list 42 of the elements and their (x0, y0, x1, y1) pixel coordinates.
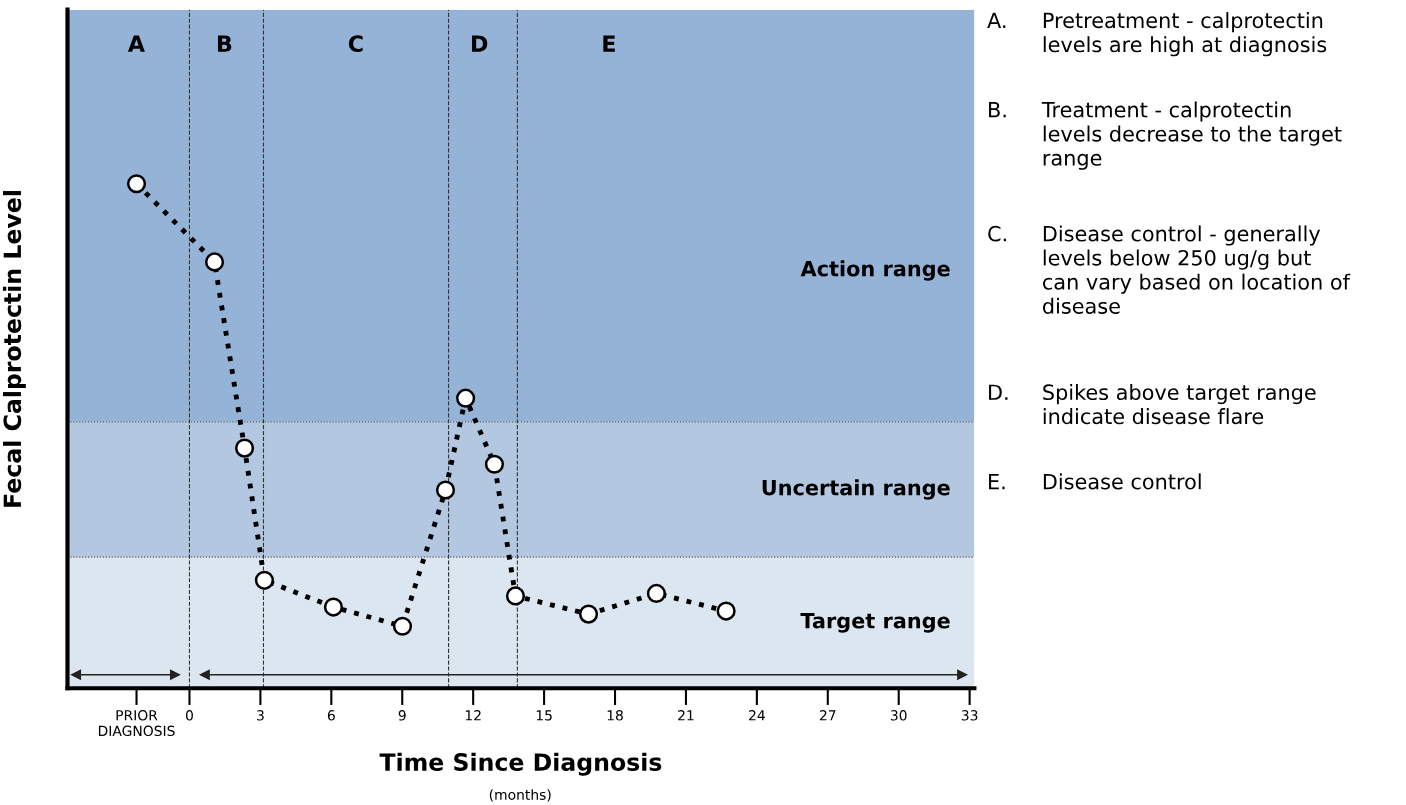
point (456, 388, 476, 408)
text: B. Treatment - calprotectin levels decrease to the target range (989, 101, 1342, 170)
band-label: Target range (800, 613, 950, 633)
text: D. Spikes above target range indicate disease flare (989, 383, 1316, 425)
x-tick-label: PRIOR DIAGNOSIS (98, 710, 175, 737)
point (435, 480, 456, 500)
point (484, 454, 505, 474)
x-tick-label: 18 (607, 710, 623, 721)
x-tick-label: 21 (678, 710, 694, 721)
text: C (348, 35, 363, 53)
point (254, 570, 274, 590)
point (646, 583, 666, 603)
point (505, 586, 526, 606)
x-tick-label: 12 (465, 710, 481, 721)
point (323, 597, 344, 617)
text: A. Pretreatment - calprotectin levels are high at diagnosis (987, 12, 1327, 57)
x-tick-label: 3 (257, 710, 264, 721)
text: E. Disease control (989, 473, 1201, 490)
x-tick-label: 6 (327, 710, 335, 721)
text: B (217, 35, 232, 52)
y-axis-title: Fecal Calprotectin Level (2, 191, 26, 507)
point (204, 252, 225, 272)
x-axis-title: Time Since Diagnosis (379, 752, 662, 776)
x-tick-label: 24 (749, 710, 765, 721)
x-tick-label: 30 (890, 710, 907, 721)
x-tick-label: 15 (536, 710, 552, 721)
text: E (603, 35, 615, 52)
point (392, 616, 413, 636)
band-label: Uncertain range (762, 479, 950, 500)
text: A (127, 35, 145, 52)
point (578, 604, 599, 624)
point (234, 438, 255, 458)
band-label: Action range (800, 260, 950, 281)
x-tick-label: 33 (961, 710, 978, 721)
point (126, 174, 147, 194)
text: D (472, 35, 488, 52)
text: C. Disease control - generally levels below 250 ug/g but can vary based on location of disease (988, 225, 1351, 314)
text: (months) (489, 789, 551, 802)
x-tick-label: 27 (819, 710, 836, 721)
x-tick-label: 0 (185, 710, 193, 721)
point (716, 601, 736, 621)
x-tick-label: 9 (398, 710, 406, 721)
